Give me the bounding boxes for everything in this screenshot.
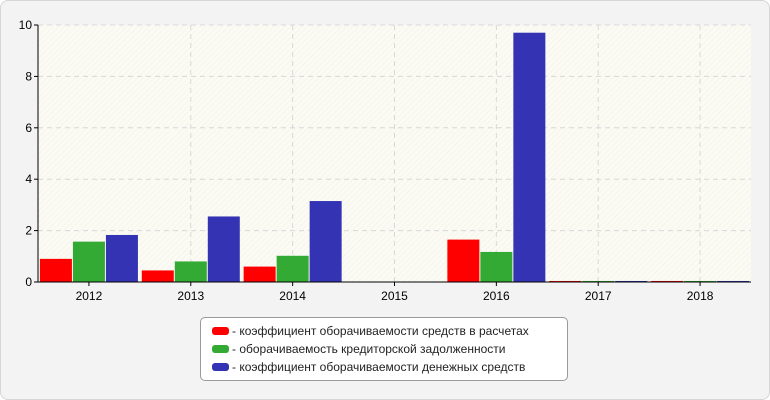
- bar-2013-series-2: [207, 216, 240, 282]
- bars: [39, 32, 750, 283]
- x-tick-label: 2018: [687, 289, 714, 303]
- legend-label: - оборачиваемость кредиторской задолженн…: [232, 342, 506, 356]
- y-tick-label: 4: [25, 172, 32, 186]
- y-tick-label: 6: [25, 121, 32, 135]
- bar-2013-series-0: [141, 270, 174, 282]
- bar-2012-series-1: [72, 241, 105, 282]
- legend-swatch-blue: [212, 362, 229, 371]
- x-tick-label: 2017: [585, 289, 612, 303]
- legend-label: - коэффициент оборачиваемости денежных с…: [232, 360, 526, 374]
- legend-item-cash: - коэффициент оборачиваемости денежных с…: [212, 358, 567, 376]
- legend-item-receivables: - коэффициент оборачиваемости средств в …: [212, 322, 567, 340]
- bar-2012-series-0: [39, 258, 72, 282]
- bar-2014-series-1: [276, 255, 309, 282]
- legend-item-payables: - оборачиваемость кредиторской задолженн…: [212, 340, 567, 358]
- bar-2016-series-2: [513, 32, 546, 283]
- bar-2012-series-2: [105, 234, 138, 282]
- legend-label: - коэффициент оборачиваемости средств в …: [232, 324, 529, 338]
- legend-swatch-green: [212, 344, 229, 353]
- legend-swatch-red: [212, 326, 229, 335]
- y-tick-label: 8: [25, 69, 32, 83]
- bar-2013-series-1: [174, 261, 207, 282]
- bar-2014-series-0: [243, 266, 276, 282]
- legend: - коэффициент оборачиваемости средств в …: [200, 317, 568, 381]
- bar-2018-series-2: [717, 280, 750, 282]
- bar-2017-series-1: [582, 280, 615, 282]
- x-tick-label: 2015: [381, 289, 408, 303]
- bar-2018-series-0: [651, 280, 684, 282]
- bar-2018-series-1: [684, 280, 717, 282]
- y-tick-label: 0: [25, 275, 32, 289]
- gridlines: [38, 24, 751, 282]
- bar-2017-series-2: [615, 280, 648, 282]
- x-tick-label: 2012: [76, 289, 103, 303]
- bar-2016-series-0: [447, 239, 480, 282]
- bar-2016-series-1: [480, 251, 513, 282]
- bar-2014-series-2: [309, 201, 342, 282]
- x-tick-label: 2014: [279, 289, 306, 303]
- y-axis-ticks: 0 2 4 6 8 10: [19, 18, 38, 289]
- y-tick-label: 2: [25, 224, 32, 238]
- bar-2017-series-0: [549, 280, 582, 282]
- y-tick-label: 10: [19, 18, 33, 32]
- x-tick-label: 2016: [483, 289, 510, 303]
- x-axis-ticks: 2012 2013 2014 2015 2016 2017 2018: [76, 282, 714, 303]
- x-tick-label: 2013: [177, 289, 204, 303]
